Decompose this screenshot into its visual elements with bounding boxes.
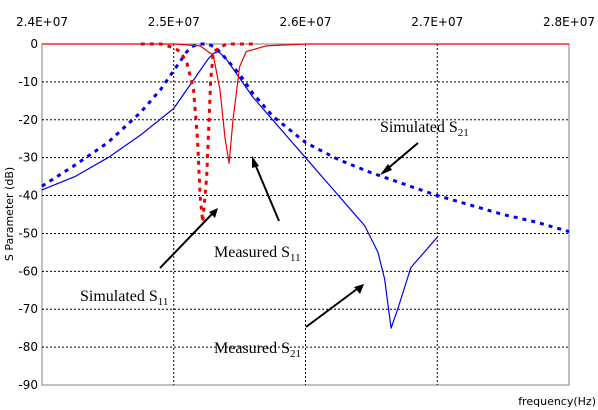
- y-tick-label: -70: [18, 302, 38, 316]
- y-tick-label: -90: [18, 378, 38, 392]
- label-measured-s11: Measured S11: [214, 244, 301, 264]
- data-series: [41, 42, 570, 329]
- y-tick-labels: 0 -10 -20 -30 -40 -50 -60 -70 -80 -90: [18, 37, 38, 392]
- y-tick-label: -20: [18, 113, 38, 127]
- arrow-measured-s11: [254, 163, 280, 222]
- annotation-arrows: [159, 142, 419, 328]
- arrowhead-simulated-s21: [380, 164, 392, 175]
- y-tick-label: 0: [30, 37, 38, 51]
- series-line-0: [41, 42, 570, 234]
- series-line-1: [41, 50, 438, 329]
- y-tick-label: -60: [18, 264, 38, 278]
- y-tick-label: -10: [18, 75, 38, 89]
- x-tick-label: 2.7E+07: [411, 15, 463, 29]
- grid-lines: [42, 44, 569, 385]
- y-tick-label: -40: [18, 189, 38, 203]
- x-tick-label: 2.6E+07: [280, 15, 332, 29]
- x-tick-label: 2.4E+07: [16, 15, 68, 29]
- label-measured-s21: Measured S21: [214, 340, 301, 360]
- arrowhead-measured-s21: [354, 284, 364, 294]
- label-simulated-s11: Simulated S11: [80, 288, 168, 308]
- series-line-2: [140, 42, 253, 224]
- arrowhead-simulated-s11: [209, 208, 218, 218]
- x-tick-labels: 2.4E+07 2.5E+07 2.6E+07 2.7E+07 2.8E+07: [16, 15, 595, 29]
- series-line-3: [42, 43, 569, 164]
- x-tick-label: 2.8E+07: [543, 15, 595, 29]
- arrowhead-measured-s11: [252, 156, 259, 168]
- label-simulated-s21: Simulated S21: [380, 119, 469, 139]
- y-axis-title: S Parameter (dB): [3, 167, 16, 261]
- arrow-simulated-s21: [385, 142, 419, 171]
- y-tick-label: -30: [18, 151, 38, 165]
- y-tick-label: -50: [18, 226, 38, 240]
- arrow-measured-s21: [305, 288, 358, 328]
- x-tick-label: 2.5E+07: [148, 15, 200, 29]
- x-axis-title: frequency(Hz): [518, 395, 596, 408]
- y-tick-label: -80: [18, 340, 38, 354]
- arrow-simulated-s11: [159, 213, 213, 269]
